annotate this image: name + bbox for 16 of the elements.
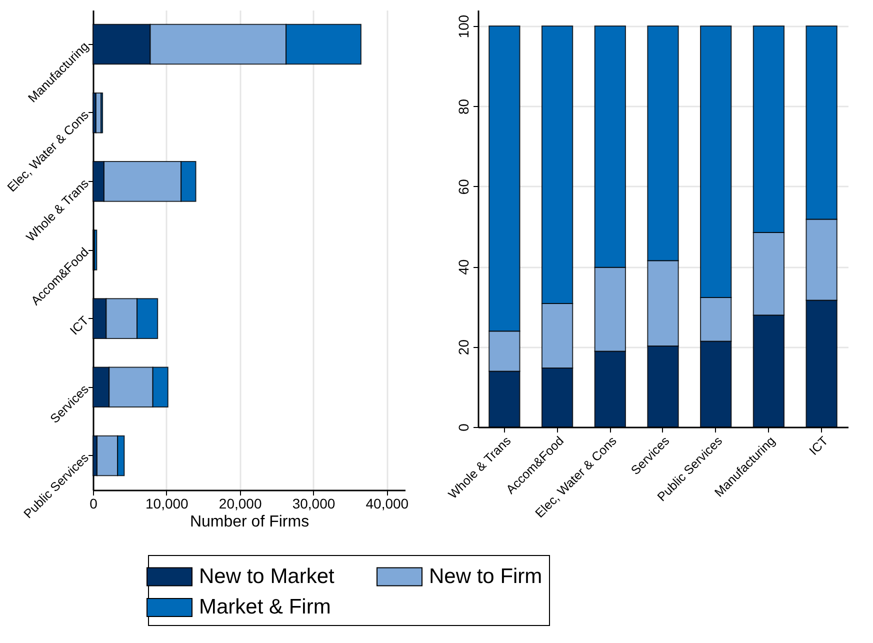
legend-label: New to Market: [199, 564, 335, 588]
y-tick-label: 60: [456, 178, 472, 195]
y-tick-label: 80: [456, 98, 472, 115]
x-tick-label: 20,000: [218, 496, 262, 512]
x-tick-label: ICT: [806, 434, 832, 458]
x-tick-label: 10,000: [146, 496, 189, 512]
y-tick-label: 0: [456, 423, 472, 432]
legend-label: New to Firm: [429, 564, 542, 588]
y-tick-label: ICT: [67, 313, 92, 338]
x-tick-label: 40,000: [366, 496, 409, 512]
x-tick-label: 30,000: [292, 496, 336, 512]
y-tick-label: 100: [456, 14, 472, 38]
legend-label: Market & Firm: [199, 596, 331, 618]
y-tick-label: 20: [456, 339, 472, 356]
x-axis-title: Number of Firms: [190, 514, 310, 530]
y-tick-label: 40: [456, 259, 472, 275]
